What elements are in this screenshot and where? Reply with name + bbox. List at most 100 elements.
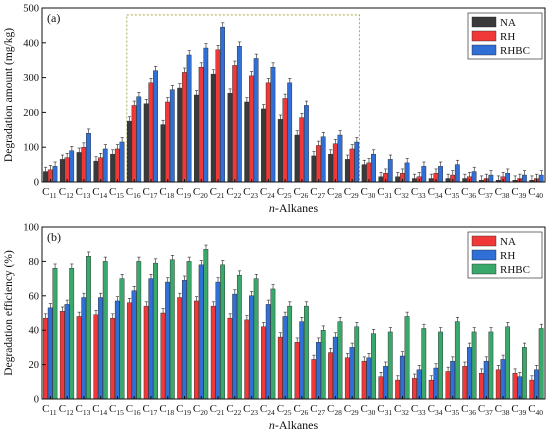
bar-rhbc-c17 (153, 70, 158, 183)
x-tick-label: C37 (478, 186, 493, 200)
bar-na-c14 (93, 314, 99, 400)
bar-rhbc-c27 (320, 136, 326, 183)
bar-rh-c25 (282, 98, 288, 183)
bar-rh-c15 (114, 148, 120, 183)
x-tick-label: C21 (210, 403, 225, 417)
bar-rhbc-c34 (438, 166, 443, 183)
bar-na-c26 (294, 342, 300, 400)
bar-na-c17 (143, 305, 149, 400)
bar-na-c24 (261, 326, 266, 400)
bar-rh-c34 (433, 367, 439, 400)
x-tick-label: C28 (327, 186, 342, 200)
bar-rhbc-c37 (488, 174, 494, 183)
x-axis-label: n-Alkanes (269, 201, 319, 215)
bar-rh-c26 (299, 321, 305, 400)
bar-na-c20 (194, 94, 199, 183)
bar-rh-c22 (232, 65, 238, 183)
legend-label-na: NA (500, 236, 516, 248)
x-tick-label: C33 (411, 186, 426, 200)
bar-rhbc-c24 (270, 288, 276, 400)
bar-rhbc-c35 (454, 164, 460, 183)
x-tick-label: C11 (42, 403, 57, 417)
bar-rh-c14 (98, 157, 103, 183)
x-tick-label: C36 (461, 403, 476, 417)
x-tick-label: C12 (59, 403, 74, 417)
x-tick-label: C35 (444, 403, 459, 417)
bar-rhbc-c16 (136, 261, 142, 400)
bar-na-c23 (244, 101, 250, 183)
bar-na-c32 (395, 176, 401, 183)
x-axis-label: n-Alkanes (269, 418, 319, 432)
x-tick-label: C26 (293, 403, 308, 417)
x-tick-label: C25 (277, 403, 292, 417)
bar-na-c31 (378, 376, 384, 400)
bar-rh-c36 (467, 347, 472, 400)
bar-rhbc-c14 (102, 261, 108, 400)
bar-na-c32 (395, 379, 401, 400)
x-tick-label: C20 (193, 186, 208, 200)
bar-na-c19 (177, 297, 183, 400)
bar-na-c12 (59, 159, 65, 183)
bar-rh-c35 (450, 360, 456, 400)
x-tick-label: C13 (75, 403, 90, 417)
bar-rh-c29 (349, 148, 355, 183)
bar-na-c18 (160, 124, 166, 183)
bar-na-c31 (378, 176, 384, 183)
bar-rhbc-c11 (52, 268, 58, 400)
bar-na-c34 (428, 379, 434, 400)
bar-rh-c13 (81, 146, 87, 183)
bar-rhbc-c24 (270, 66, 276, 183)
x-tick-label: C15 (109, 186, 124, 200)
y-tick-label: 300 (23, 73, 39, 84)
bar-rhbc-c31 (387, 331, 393, 400)
x-tick-label: C32 (394, 403, 409, 417)
bar-rh-c24 (265, 304, 271, 400)
bar-rhbc-c28 (337, 134, 343, 183)
legend-label-rhbc: RHBC (500, 264, 530, 276)
legend-label-rh: RH (500, 31, 515, 43)
x-tick-label: C23 (243, 186, 258, 200)
y-tick-label: 0 (34, 395, 39, 406)
bar-na-c20 (194, 300, 199, 400)
bar-rhbc-c36 (471, 331, 477, 400)
legend-label-na: NA (500, 17, 516, 29)
bar-na-c12 (59, 311, 65, 400)
bar-rh-c26 (299, 117, 305, 183)
bar-rh-c17 (148, 278, 154, 400)
x-tick-label: C39 (511, 186, 526, 200)
bar-rh-c12 (64, 304, 70, 400)
bar-rhbc-c14 (102, 148, 108, 183)
bar-rh-c14 (98, 297, 103, 400)
x-tick-label: C37 (478, 403, 493, 417)
bar-rhbc-c33 (421, 166, 427, 183)
bar-na-c29 (344, 357, 350, 400)
x-tick-label: C17 (143, 186, 158, 200)
y-tick-label: 60 (29, 291, 40, 302)
bar-rhbc-c23 (253, 58, 259, 183)
bar-rhbc-c21 (220, 264, 225, 400)
bar-rhbc-c25 (287, 305, 293, 400)
bar-rhbc-c31 (387, 159, 393, 183)
x-tick-label: C29 (344, 186, 359, 200)
x-tick-label: C19 (176, 186, 191, 200)
bar-rhbc-c38 (505, 173, 511, 183)
x-tick-label: C39 (511, 403, 526, 417)
x-tick-label: C35 (444, 186, 459, 200)
bar-rh-c24 (265, 82, 271, 183)
bar-na-c30 (361, 360, 367, 400)
bar-rh-c27 (316, 145, 321, 183)
bar-na-c33 (412, 178, 417, 183)
bar-rh-c15 (114, 300, 120, 400)
bar-rhbc-c32 (404, 316, 410, 400)
x-tick-label: C18 (159, 186, 174, 200)
bar-na-c19 (177, 87, 183, 183)
bar-rh-c23 (249, 75, 254, 183)
x-tick-label: C31 (377, 403, 392, 417)
plot-frame (41, 226, 546, 400)
bar-rhbc-c15 (119, 278, 125, 400)
bar-rhbc-c30 (371, 333, 376, 400)
bar-na-c18 (160, 312, 166, 400)
x-tick-label: C27 (310, 186, 325, 200)
bar-na-c37 (479, 373, 484, 400)
